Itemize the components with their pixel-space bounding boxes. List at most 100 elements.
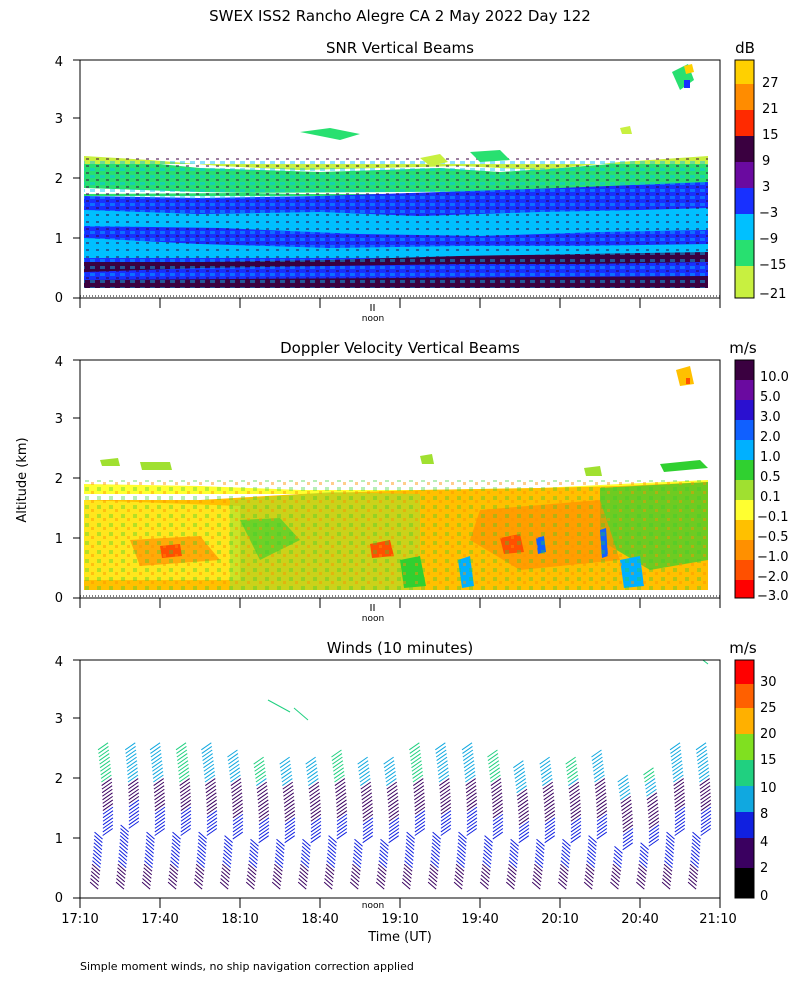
wind-barb: [223, 842, 233, 851]
wind-barb: [376, 874, 386, 883]
wind-barb: [362, 799, 373, 808]
wind-barb: [620, 799, 632, 808]
wind-barb: [380, 838, 389, 847]
wind-barb: [388, 820, 400, 829]
wind-barb: [126, 753, 137, 761]
wind-barb: [560, 856, 570, 865]
wind-barb: [272, 874, 282, 883]
wind-barb: [283, 792, 295, 801]
wind-barb: [618, 781, 630, 790]
wind-barb: [149, 742, 161, 751]
wind-barb: [544, 831, 556, 840]
wind-barb: [388, 803, 399, 811]
wind-barb: [308, 781, 320, 790]
wind-barb: [90, 874, 100, 883]
wind-barb: [362, 835, 373, 844]
wind-barb: [232, 831, 244, 840]
wind-barb: [247, 870, 256, 879]
wind-barb: [440, 806, 452, 815]
wind-barb: [542, 785, 554, 794]
wind-barb: [409, 746, 421, 754]
wind-barb: [206, 810, 218, 819]
wind-barb: [506, 878, 516, 886]
wind-barb: [411, 760, 422, 769]
wind-barb: [674, 792, 685, 801]
doppler-y-tick: 2: [55, 472, 63, 487]
wind-barb: [592, 756, 603, 765]
wind-barb: [697, 760, 709, 769]
wind-barb: [570, 835, 581, 844]
wind-barb: [700, 828, 711, 836]
wind-barb: [700, 799, 712, 808]
wind-barb: [587, 849, 596, 858]
wind-barb: [617, 778, 629, 786]
wind-barb: [250, 838, 259, 847]
wind-barb: [491, 792, 503, 801]
wind-barb: [335, 788, 347, 797]
doppler-panel-title: Doppler Velocity Vertical Beams: [280, 339, 520, 357]
wind-barb: [362, 817, 374, 826]
wind-barb: [120, 831, 129, 840]
snr-colorbar-label: −3: [759, 206, 778, 221]
wind-barb: [673, 774, 684, 783]
wind-barb: [414, 810, 426, 819]
doppler-heatmap: [84, 366, 708, 590]
wind-barb: [352, 863, 361, 872]
wind-barb: [403, 867, 413, 876]
wind-barb: [336, 813, 348, 822]
wind-barb: [324, 878, 333, 886]
wind-barb: [195, 863, 205, 872]
wind-barb: [201, 742, 212, 751]
wind-barb: [402, 874, 412, 883]
winds-noon-label: noon: [362, 901, 384, 911]
wind-barb: [559, 870, 568, 879]
wind-barb: [284, 799, 295, 808]
wind-barb: [306, 767, 318, 776]
wind-barb: [692, 831, 701, 840]
wind-barb: [119, 842, 129, 851]
wind-barb: [102, 788, 113, 797]
wind-barb: [253, 756, 264, 765]
footnote: Simple moment winds, no ship navigation …: [80, 960, 414, 973]
wind-barb: [336, 824, 348, 833]
doppler-colorbar-label: 0.1: [760, 490, 781, 505]
wind-barb: [178, 767, 190, 776]
wind-barb: [125, 746, 136, 754]
wind-barb: [596, 803, 607, 811]
winds-y-tick: 3: [55, 712, 63, 727]
wind-barb: [195, 867, 205, 876]
wind-barb: [613, 853, 623, 861]
wind-barb: [691, 849, 700, 858]
wind-barb: [203, 767, 215, 776]
wind-barb: [596, 799, 607, 808]
doppler-colorbar-label: −3.0: [757, 589, 789, 604]
wind-barb: [435, 746, 447, 754]
wind-barb: [544, 820, 556, 829]
wind-barb: [179, 781, 191, 790]
wind-barb: [517, 803, 529, 811]
wind-barb: [273, 867, 283, 876]
wind-barb: [117, 863, 127, 872]
wind-barb: [587, 842, 597, 851]
wind-barb: [102, 795, 113, 804]
wind-barb: [514, 770, 526, 779]
wind-barb: [102, 820, 114, 829]
winds-colorbar-label: 15: [760, 753, 777, 768]
snr-colorbar-label: 3: [762, 180, 770, 195]
wind-barb: [437, 763, 449, 772]
wind-barb: [220, 878, 229, 886]
wind-barb: [489, 770, 501, 779]
wind-barb: [622, 828, 634, 836]
wind-barb: [674, 806, 686, 815]
wind-barb: [179, 778, 190, 786]
wind-barb: [619, 785, 630, 794]
wind-barb: [464, 763, 475, 772]
wind-barb: [492, 799, 503, 808]
wind-barb: [98, 746, 109, 754]
wind-barb: [595, 788, 607, 797]
wind-barb: [383, 756, 394, 765]
wind-barb: [620, 792, 631, 801]
doppler-colorbar-label: 2.0: [760, 430, 781, 445]
wind-barb: [673, 781, 685, 790]
wind-barb: [544, 824, 556, 833]
